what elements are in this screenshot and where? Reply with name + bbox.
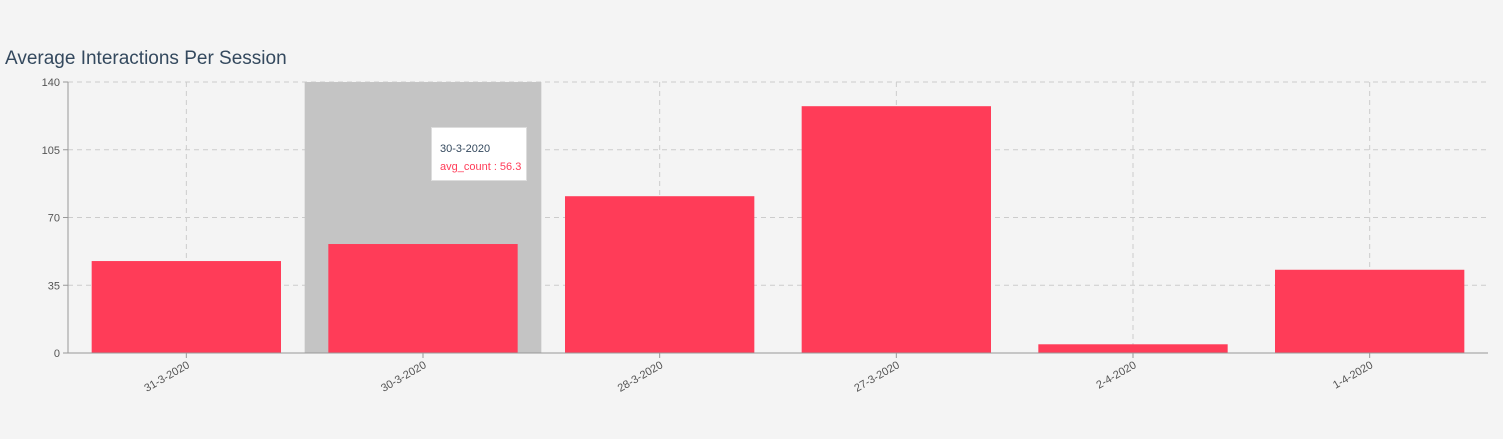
bar-31-3-2020[interactable] [91,261,282,353]
x-tick-label: 28-3-2020 [616,359,665,394]
bar-27-3-2020[interactable] [801,106,991,353]
x-tick-label: 2-4-2020 [1094,359,1138,391]
chart-title: Average Interactions Per Session [5,48,287,69]
x-tick-label: 31-3-2020 [142,359,191,394]
y-tick-label: 35 [48,280,60,292]
tooltip-label: 30-3-2020 [440,143,491,155]
chart-tooltip: 30-3-2020 avg_count : 56.3 [431,127,527,181]
y-tick-label: 70 [48,213,60,225]
bar-2-4-2020[interactable] [1038,344,1228,353]
y-tick-label: 140 [42,77,60,89]
x-tick-label: 27-3-2020 [852,359,901,394]
y-tick-label: 105 [42,145,60,157]
bar-28-3-2020[interactable] [565,196,755,353]
x-tick-label: 30-3-2020 [379,359,428,394]
bars [91,106,1465,353]
tooltip-value: avg_count : 56.3 [440,161,522,173]
bar-1-4-2020[interactable] [1275,269,1465,353]
bar-30-3-2020[interactable] [328,244,518,353]
y-tick-label: 0 [54,348,60,360]
x-tick-label: 1-4-2020 [1331,359,1375,391]
